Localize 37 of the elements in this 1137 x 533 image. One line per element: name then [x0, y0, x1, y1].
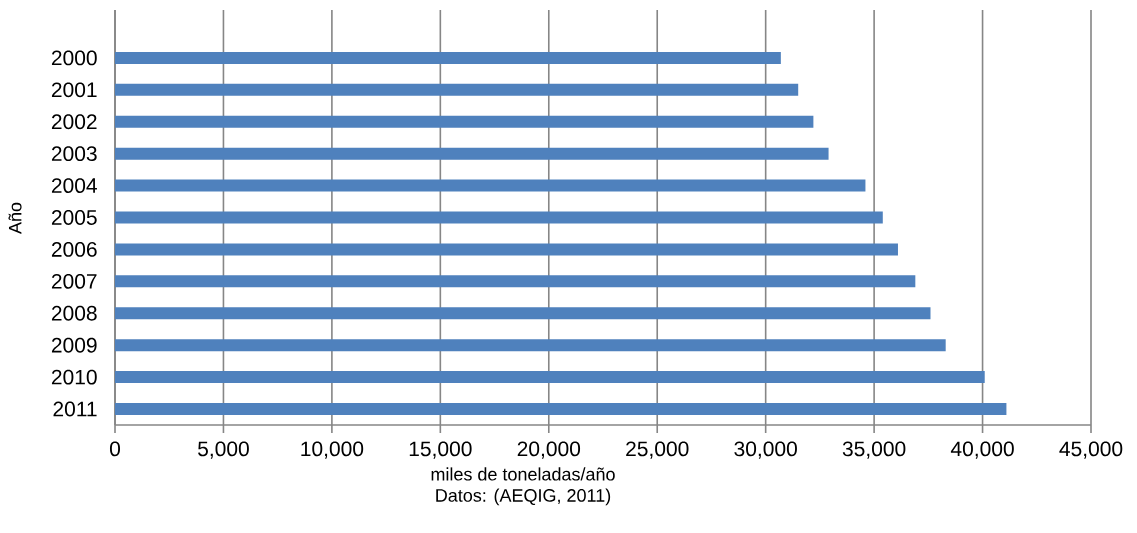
y-tick-label: 2010 [51, 369, 97, 385]
x-tick-label: 20,000 [517, 441, 581, 459]
bar [115, 147, 829, 160]
bar [115, 339, 946, 352]
x-tick-label: 0 [109, 441, 121, 457]
bar [115, 51, 781, 64]
x-tick-label: 30,000 [734, 441, 797, 459]
x-axis-title: miles de toneladas/año [431, 467, 615, 481]
x-tick-label: 5,000 [198, 441, 249, 459]
y-tick-label: 2000 [51, 50, 97, 66]
y-tick-label: 2002 [51, 114, 97, 130]
bar [115, 307, 931, 320]
x-tick-label: 45,000 [1059, 441, 1123, 459]
bar [115, 403, 1007, 416]
y-tick-label: 2007 [51, 273, 97, 289]
bar [115, 83, 799, 96]
y-tick-label: 2009 [51, 337, 97, 353]
bar [115, 275, 916, 288]
bar [115, 243, 898, 256]
bar [115, 211, 883, 224]
x-tick-label: 35,000 [842, 441, 906, 459]
y-tick-label: 2008 [51, 305, 97, 321]
bar [115, 179, 866, 192]
y-tick-label: 2001 [51, 82, 97, 98]
y-axis-title: Año [8, 202, 22, 234]
x-tick-label: 25,000 [626, 441, 689, 459]
x-tick-label: 10,000 [301, 441, 364, 459]
y-tick-label: 2011 [53, 401, 97, 417]
y-tick-label: 2005 [51, 210, 97, 225]
y-tick-label: 2006 [51, 242, 97, 257]
bar [115, 115, 814, 128]
y-tick-label: 2004 [51, 178, 97, 194]
y-tick-label: 2003 [51, 146, 97, 162]
x-tick-label: 40,000 [950, 441, 1014, 459]
x-tick-label: 15,000 [409, 441, 472, 459]
bar [115, 371, 985, 384]
text: Datos: (AEQIG, 2011) [436, 488, 611, 506]
